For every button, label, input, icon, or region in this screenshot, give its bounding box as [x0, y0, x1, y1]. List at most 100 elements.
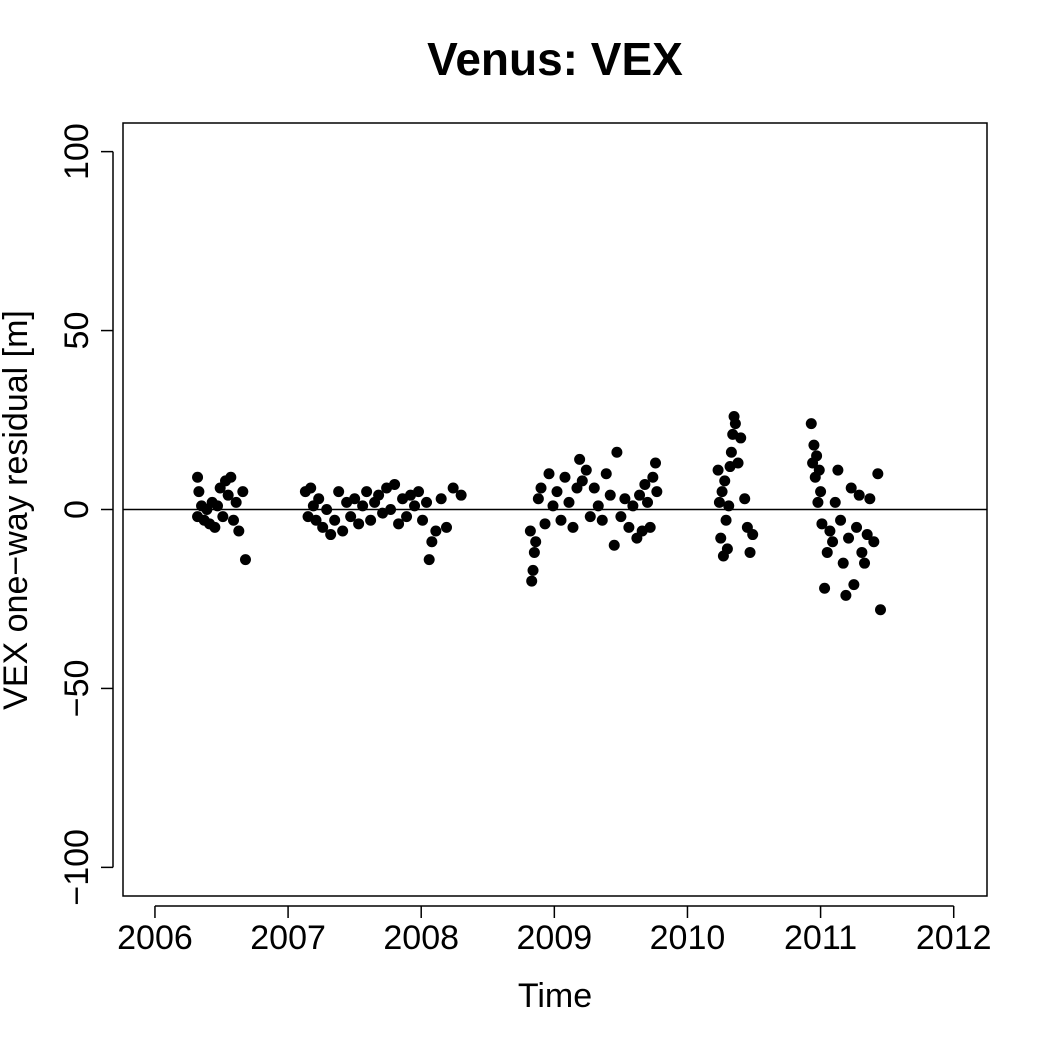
point [819, 582, 831, 594]
point [532, 493, 544, 505]
point [851, 521, 863, 533]
point [349, 493, 361, 505]
point [365, 514, 377, 526]
x-tick-label: 2006 [117, 919, 193, 957]
y-tick-label: −100 [58, 829, 96, 906]
point [337, 525, 349, 537]
point [212, 500, 224, 512]
point [539, 518, 551, 530]
point [409, 500, 421, 512]
point [527, 564, 539, 576]
point [874, 604, 886, 616]
point [651, 486, 663, 498]
y-tick-label: −50 [58, 660, 96, 718]
point [584, 511, 596, 523]
point [217, 511, 229, 523]
point [861, 529, 873, 541]
point [239, 554, 251, 566]
point [644, 521, 656, 533]
point [725, 446, 737, 458]
point [715, 532, 727, 544]
point [430, 525, 442, 537]
point [423, 554, 435, 566]
point [604, 489, 616, 501]
point [321, 504, 333, 515]
point [361, 486, 373, 498]
point [723, 500, 735, 512]
point [551, 486, 563, 498]
point [813, 464, 825, 476]
point [859, 557, 871, 569]
point [647, 471, 659, 483]
point [639, 478, 651, 490]
point [642, 496, 654, 508]
point [329, 514, 341, 526]
x-tick-label: 2007 [250, 919, 326, 957]
point [811, 450, 823, 462]
y-tick-label: 50 [58, 312, 96, 350]
point [827, 536, 839, 548]
point [222, 489, 234, 501]
point [739, 493, 751, 505]
point [721, 543, 733, 555]
point [650, 457, 662, 469]
point [421, 496, 433, 508]
point [744, 546, 756, 558]
point [385, 504, 397, 515]
point [611, 446, 623, 458]
point [313, 493, 325, 505]
point [209, 521, 221, 533]
point [816, 518, 828, 530]
point [619, 493, 631, 505]
point [435, 493, 447, 505]
point [735, 432, 747, 444]
point [712, 464, 724, 476]
point [333, 486, 345, 498]
point [829, 496, 841, 508]
point [305, 482, 317, 494]
point [716, 486, 728, 498]
point [720, 514, 732, 526]
point [821, 546, 833, 558]
point [447, 482, 459, 494]
point [615, 511, 627, 523]
point [193, 486, 205, 498]
y-tick-label: 100 [58, 123, 96, 180]
point [426, 536, 438, 548]
point [835, 514, 847, 526]
point [843, 532, 855, 544]
point [596, 514, 608, 526]
point [233, 525, 245, 537]
point [837, 557, 849, 569]
point [845, 482, 857, 494]
x-tick-label: 2012 [916, 919, 992, 957]
point [389, 478, 401, 490]
point [192, 471, 204, 483]
x-tick-label: 2010 [650, 919, 726, 957]
point [353, 518, 365, 530]
point [808, 439, 820, 451]
point [574, 453, 586, 465]
point [580, 464, 592, 476]
point [713, 496, 725, 508]
point [401, 511, 413, 523]
point [864, 493, 876, 505]
point [608, 539, 620, 551]
point [455, 489, 467, 501]
chart-title: Venus: VEX [427, 33, 683, 85]
y-axis-label: VEX one−way residual [m] [0, 310, 35, 710]
point [227, 514, 239, 526]
point [872, 468, 884, 480]
point [868, 536, 880, 548]
x-tick-label: 2011 [784, 919, 857, 957]
point [225, 471, 237, 483]
point [805, 418, 817, 430]
point [543, 468, 555, 480]
point [524, 525, 536, 537]
point [230, 496, 242, 508]
point [848, 579, 860, 591]
point [310, 514, 322, 526]
point [237, 486, 249, 498]
x-tick-label: 2008 [383, 919, 459, 957]
